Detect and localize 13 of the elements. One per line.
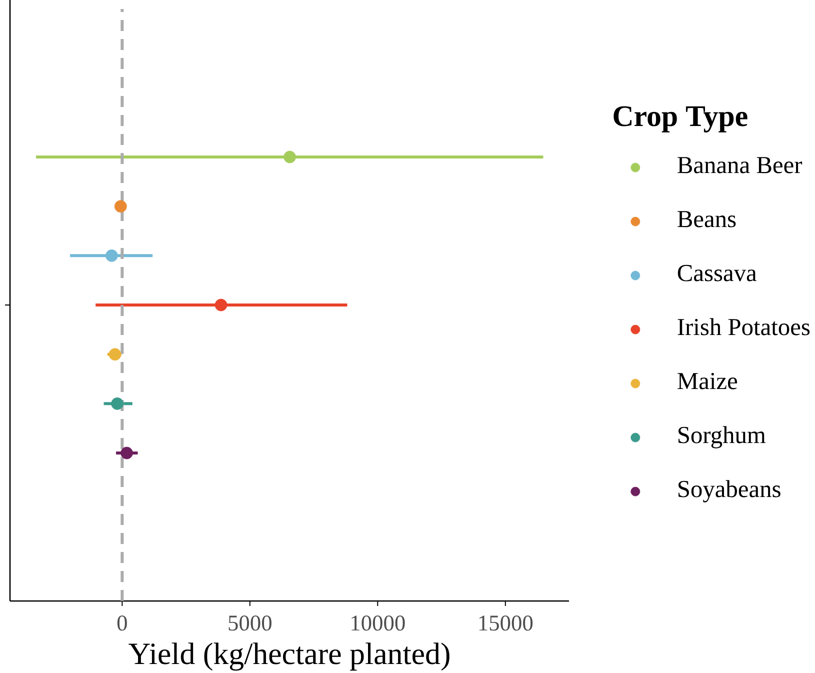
legend-label: Cassava bbox=[678, 264, 757, 282]
legend-label: Soyabeans bbox=[678, 480, 780, 502]
x-tick-label: 0 bbox=[117, 616, 127, 631]
legend-label: Banana Beer bbox=[678, 157, 802, 174]
legend-label: Sorghum bbox=[678, 426, 766, 448]
legend-label: Maize bbox=[678, 372, 738, 390]
x-tick-label: 5000 bbox=[228, 616, 272, 631]
x-tick-label: 10000 bbox=[352, 616, 405, 631]
legend-label: Beans bbox=[678, 211, 736, 228]
legend-title: Crop Type bbox=[614, 106, 748, 132]
x-axis-title: Yield (kg/hectare planted) bbox=[128, 642, 450, 671]
legend-label: Irish Potatoes bbox=[678, 318, 810, 336]
x-tick-label: 15000 bbox=[479, 616, 533, 631]
